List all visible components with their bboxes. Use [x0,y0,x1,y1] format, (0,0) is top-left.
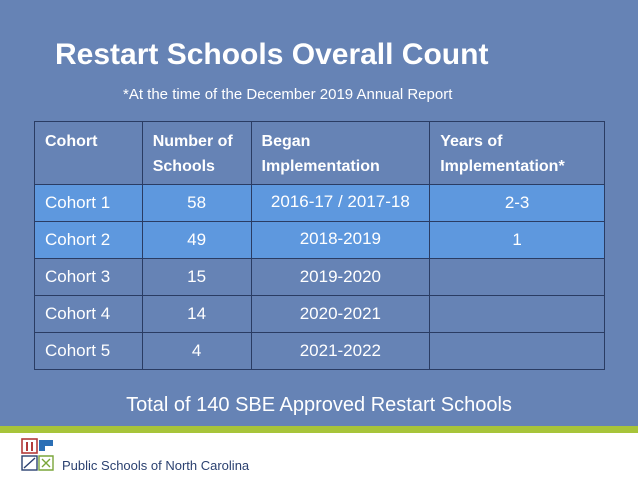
header-schools-line2: Schools [152,158,215,175]
began-cell: 2018-2019 [250,221,431,259]
cohort-cell: Cohort 3 [34,258,143,296]
began-cell: 2019-2020 [250,258,431,296]
accent-bar [0,426,638,433]
header-years-line1: Years of [440,133,503,150]
years-cell [429,295,605,333]
cohort-cell: Cohort 1 [34,184,143,222]
header-years-of-implementation: Years of Implementation* [429,121,605,185]
header-began-implementation: Began Implementation [250,121,431,185]
schools-cell: 4 [141,332,252,370]
cohort-cell: Cohort 4 [34,295,143,333]
schools-cell: 58 [141,184,252,222]
header-cohort: Cohort [34,121,143,185]
header-years-line2: Implementation* [440,158,565,175]
years-cell: 2-3 [429,184,605,222]
began-cell: 2020-2021 [250,295,431,333]
header-began-line1: Began [261,133,311,150]
cohort-table: Cohort Number of Schools Began Implement… [34,121,605,370]
schools-cell: 15 [141,258,252,296]
header-cohort-label: Cohort [45,133,98,150]
total-summary: Total of 140 SBE Approved Restart School… [126,394,512,416]
nc-dpi-logo-icon [21,438,54,471]
schools-cell: 49 [141,221,252,259]
schools-cell: 14 [141,295,252,333]
slide-title: Restart Schools Overall Count [55,38,489,71]
table-row: Cohort 3 15 2019-2020 [34,258,605,296]
table-row: Cohort 4 14 2020-2021 [34,295,605,333]
years-cell [429,258,605,296]
table-row: Cohort 2 49 2018-2019 1 [34,221,605,259]
years-cell [429,332,605,370]
header-began-line2: Implementation [261,158,380,175]
began-cell: 2016-17 / 2017-18 [250,184,431,222]
footer-org-name: Public Schools of North Carolina [62,458,250,473]
slide-subtitle: *At the time of the December 2019 Annual… [123,86,453,103]
table-row: Cohort 1 58 2016-17 / 2017-18 2-3 [34,184,605,222]
cohort-cell: Cohort 2 [34,221,143,259]
began-cell: 2021-2022 [250,332,431,370]
header-schools-line1: Number of [152,133,233,150]
cohort-cell: Cohort 5 [34,332,143,370]
header-number-of-schools: Number of Schools [141,121,252,185]
years-cell: 1 [429,221,605,259]
table-row: Cohort 5 4 2021-2022 [34,332,605,370]
table-header-row: Cohort Number of Schools Began Implement… [34,121,605,185]
